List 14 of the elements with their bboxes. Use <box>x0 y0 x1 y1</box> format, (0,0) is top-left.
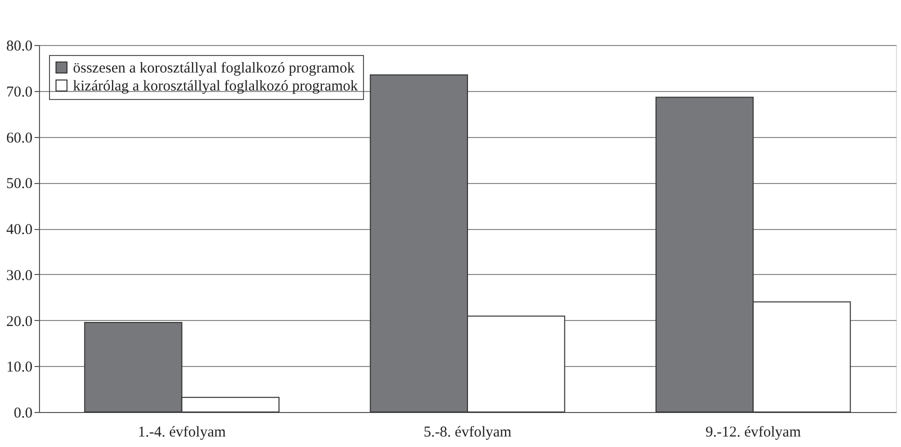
y-tick-label: 10.0 <box>6 360 32 376</box>
legend-label: kizárólag a korosztállyal foglalkozó programok <box>73 78 358 94</box>
legend-label: összesen a korosztállyal foglalkozó programok <box>73 60 356 76</box>
x-tick-label: 1.-4. évfolyam <box>138 424 226 440</box>
y-tick-label: 60.0 <box>6 130 32 146</box>
x-tick-label: 5.-8. évfolyam <box>424 424 512 440</box>
y-tick-label: 80.0 <box>6 38 32 54</box>
x-tick-label: 9.-12. évfolyam <box>705 424 802 440</box>
y-tick-label: 40.0 <box>6 222 32 238</box>
y-tick-label: 30.0 <box>6 268 32 284</box>
y-tick-label: 20.0 <box>6 314 32 330</box>
y-tick-label: 0.0 <box>14 406 32 422</box>
y-tick-label: 70.0 <box>6 84 32 100</box>
y-tick-label: 50.0 <box>6 176 32 192</box>
